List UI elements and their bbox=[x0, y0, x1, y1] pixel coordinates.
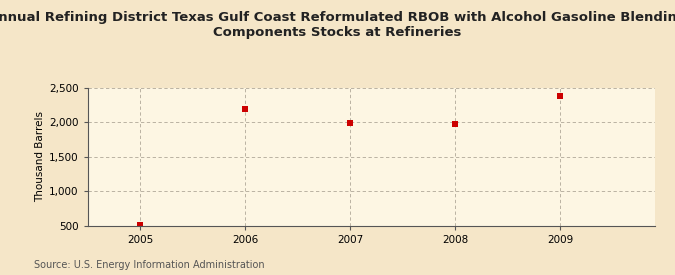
Text: Annual Refining District Texas Gulf Coast Reformulated RBOB with Alcohol Gasolin: Annual Refining District Texas Gulf Coas… bbox=[0, 11, 675, 39]
Y-axis label: Thousand Barrels: Thousand Barrels bbox=[35, 111, 45, 202]
Text: Source: U.S. Energy Information Administration: Source: U.S. Energy Information Administ… bbox=[34, 260, 265, 270]
